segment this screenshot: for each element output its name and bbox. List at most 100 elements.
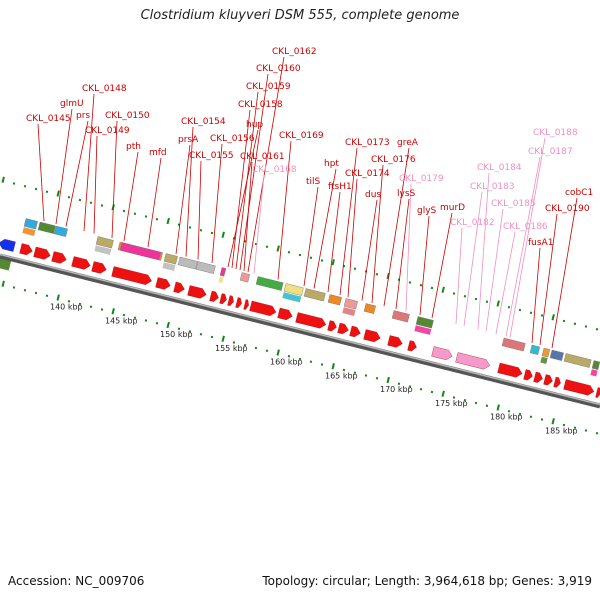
tick-dot [551,314,555,321]
gene-label: CKL_0161 [240,152,285,162]
cog-block-secondary [540,356,548,365]
tick-dot [298,253,302,257]
tick-dot [474,401,478,405]
backbone-highlight [0,253,600,406]
map-title: Clostridium kluyveri DSM 555, complete g… [140,8,460,23]
tick-dot [1,176,5,183]
cog-block-secondary [162,262,176,271]
cog-block [541,347,551,358]
tick-dot [353,371,357,374]
leader-line [247,56,285,273]
gene-label: murD [440,203,465,213]
tick-dot [177,327,181,330]
leader-line [65,120,89,227]
cog-block [343,298,358,310]
gene-label: CKL_0155 [189,151,234,161]
tick-dot [89,201,93,204]
inner-tick-dots [1,280,599,435]
cds-arrows [0,239,600,398]
tick-dot [56,294,60,301]
scale-label: 180 kbp [490,413,523,422]
gene-label: CKL_0185 [491,199,536,209]
leader-line [197,160,202,260]
leader-line [123,151,139,242]
leader-line [175,144,191,255]
cds-forward-arrow [187,285,207,299]
leader-line [185,126,194,257]
tick-dot [111,308,115,315]
gene-labels: CKL_0145 glmU prs CKL_0148 CKL_0149 CKL_0150p… [26,47,593,248]
cog-block [363,303,376,314]
cog-block [591,360,600,370]
tick-dot [45,294,49,297]
genome-summary: Topology: circular; Length: 3,964,618 bp… [262,574,592,588]
leader-line [383,147,410,307]
tick-dot [210,335,214,339]
gene-label: CKL_0150 [105,111,150,121]
label-leader-lines [37,56,578,349]
tick-dot [100,204,104,207]
cog-block [163,253,178,265]
tick-dot [23,185,27,188]
leader-line [347,178,358,298]
leader-line [239,73,269,271]
tick-dot [67,300,71,303]
tick-dot [331,363,335,370]
cds-forward-arrow [349,325,361,338]
tick-dot [518,412,522,416]
tick-dot [67,196,71,199]
tick-dot [507,306,511,309]
scale-label: 170 kbp [380,385,413,394]
cog-block [391,310,410,323]
gene-label: CKL_0179 [399,174,444,184]
cds-forward-arrow [455,352,490,370]
leader-line [303,186,319,287]
gene-label: CKL_0168 [252,165,297,175]
tick-dot [78,302,82,306]
leader-line [395,198,410,310]
tick-dot [78,198,82,202]
tick-dot [199,333,203,336]
leader-line [495,231,516,335]
tick-dot [122,313,126,317]
cds-forward-arrow [111,266,152,285]
leader-line [111,120,118,239]
cds-forward-arrow [243,299,249,310]
tick-dot [155,322,159,325]
tick-dot [56,190,60,197]
cds-forward-arrow [533,371,543,383]
tick-dot [452,292,456,295]
cds-forward-arrow [295,312,327,329]
gene-label: prs [76,111,90,121]
cog-block [239,272,251,283]
tick-dot [221,231,225,238]
tick-dot [12,286,16,289]
cog-block [327,294,342,306]
tick-dot [529,311,533,314]
cds-forward-arrow [387,335,403,348]
tick-dot [100,308,104,311]
leader-line [361,199,378,301]
cog-block [53,225,68,237]
cds-forward-arrow [227,295,234,306]
leader-line [505,156,541,337]
tick-dot [584,429,588,432]
tick-dot [276,245,280,252]
tick-dot [320,363,324,366]
tick-dot [573,426,577,429]
cds-forward-arrow [497,362,523,378]
leader-line [83,93,95,232]
cds-forward-arrow [431,346,453,361]
leader-line [455,227,463,325]
cog-block-secondary [282,292,302,303]
cds-forward-arrow [71,256,91,270]
leader-line [539,213,558,346]
cog-block [195,261,216,274]
gene-label: CKL_0149 [85,126,130,136]
tick-dot [188,330,192,333]
tick-dot [221,335,225,342]
gene-label: glyS [417,206,437,216]
tick-dot [430,286,434,290]
tick-dot [474,297,478,301]
